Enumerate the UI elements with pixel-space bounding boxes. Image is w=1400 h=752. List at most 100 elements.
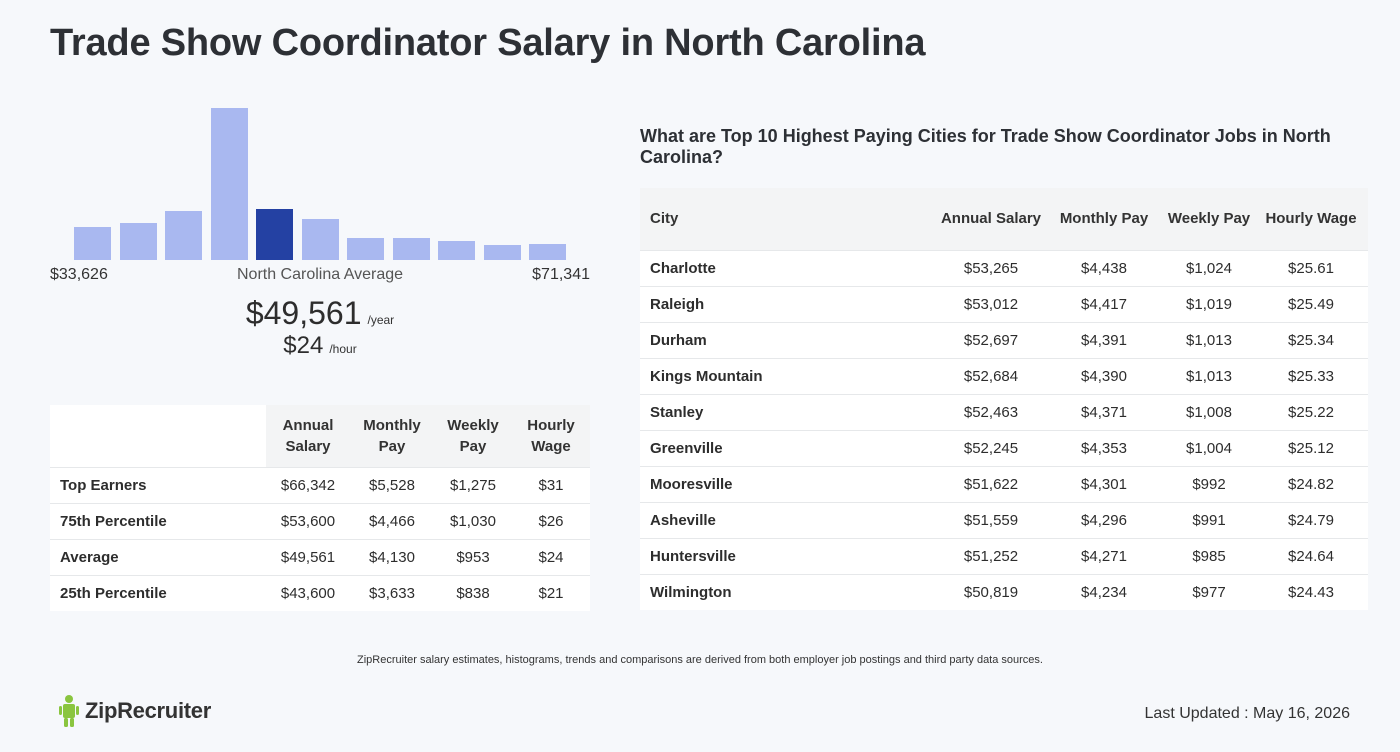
- table-cell: $4,271: [1044, 537, 1164, 574]
- table-cell: $21: [512, 574, 590, 611]
- table-cell: $1,275: [434, 466, 512, 503]
- table-cell: $4,301: [1044, 465, 1164, 502]
- histogram-center-label: North Carolina Average: [236, 266, 404, 283]
- table-cell: $4,438: [1044, 249, 1164, 286]
- table-cell: $24.43: [1254, 573, 1368, 610]
- average-annual: $49,561/year: [50, 295, 590, 332]
- table-cell: $985: [1164, 537, 1254, 574]
- table-row: Kings Mountain $52,684 $4,390 $1,013 $25.33: [640, 357, 1368, 394]
- table-row: Stanley $52,463 $4,371 $1,008 $25.22: [640, 393, 1368, 430]
- city-name: Greenville: [640, 429, 938, 466]
- table-cell: $838: [434, 574, 512, 611]
- table-cell: $24.82: [1254, 465, 1368, 502]
- ziprecruiter-logo[interactable]: ZipRecruiter: [58, 694, 211, 728]
- header-weekly-pay: Weekly Pay: [434, 405, 512, 467]
- header-annual-salary: Annual Salary: [938, 188, 1044, 250]
- table-cell: $52,463: [938, 393, 1044, 430]
- table-cell: $43,600: [266, 574, 350, 611]
- table-cell: $52,697: [938, 321, 1044, 358]
- average-hourly-value: $24: [283, 332, 324, 359]
- city-name: Charlotte: [640, 249, 938, 286]
- table-cell: $992: [1164, 465, 1254, 502]
- table-cell: $53,265: [938, 249, 1044, 286]
- table-cell: $4,130: [350, 538, 434, 575]
- histogram-bar: [529, 244, 566, 260]
- table-cell: $1,004: [1164, 429, 1254, 466]
- table-cell: $991: [1164, 501, 1254, 538]
- city-name: Wilmington: [640, 573, 938, 610]
- table-row: 75th Percentile $53,600 $4,466 $1,030 $26: [50, 502, 590, 539]
- histogram-bar: [165, 211, 202, 260]
- city-name: Asheville: [640, 501, 938, 538]
- table-row: Charlotte $53,265 $4,438 $1,024 $25.61: [640, 249, 1368, 286]
- table-row: Greenville $52,245 $4,353 $1,004 $25.12: [640, 429, 1368, 466]
- table-cell: $26: [512, 502, 590, 539]
- row-label: 25th Percentile: [50, 574, 266, 611]
- cities-title: What are Top 10 Highest Paying Cities fo…: [640, 126, 1331, 167]
- table-cell: $25.61: [1254, 249, 1368, 286]
- header-monthly-pay: Monthly Pay: [350, 405, 434, 467]
- table-cell: $4,296: [1044, 501, 1164, 538]
- average-hourly-unit: /hour: [329, 342, 357, 356]
- average-hourly: $24/hour: [50, 332, 590, 360]
- ziprecruiter-logo-icon: [59, 695, 79, 727]
- cities-table: City Annual Salary Monthly Pay Weekly Pa…: [640, 188, 1368, 610]
- table-row: Top Earners $66,342 $5,528 $1,275 $31: [50, 466, 590, 503]
- cities-table-header: City Annual Salary Monthly Pay Weekly Pa…: [640, 188, 1368, 250]
- histogram-bar: [483, 245, 521, 260]
- row-label: Top Earners: [50, 466, 266, 503]
- table-cell: $53,600: [266, 502, 350, 539]
- table-cell: $1,024: [1164, 249, 1254, 286]
- logo-text: ZipRecruiter: [85, 698, 211, 723]
- table-cell: $52,245: [938, 429, 1044, 466]
- percentile-table-header: Annual Salary Monthly Pay Weekly Pay Hou…: [50, 405, 590, 467]
- table-cell: $3,633: [350, 574, 434, 611]
- table-row: Asheville $51,559 $4,296 $991 $24.79: [640, 501, 1368, 538]
- table-cell: $4,371: [1044, 393, 1164, 430]
- city-name: Raleigh: [640, 285, 938, 322]
- table-row: Wilmington $50,819 $4,234 $977 $24.43: [640, 573, 1368, 610]
- histogram-min-label: $33,626: [50, 266, 108, 283]
- city-name: Huntersville: [640, 537, 938, 574]
- table-cell: $24.79: [1254, 501, 1368, 538]
- header-monthly-pay: Monthly Pay: [1044, 188, 1164, 250]
- average-annual-value: $49,561: [245, 295, 362, 331]
- histogram-max-label: $71,341: [532, 266, 590, 283]
- histogram-bar: [438, 241, 475, 260]
- data-source-note: ZipRecruiter salary estimates, histogram…: [357, 654, 1043, 666]
- table-cell: $52,684: [938, 357, 1044, 394]
- header-annual-salary: Annual Salary: [266, 405, 350, 467]
- average-annual-unit: /year: [367, 313, 395, 327]
- table-row: 25th Percentile $43,600 $3,633 $838 $21: [50, 574, 590, 611]
- table-cell: $66,342: [266, 466, 350, 503]
- last-updated: Last Updated : May 16, 2026: [1144, 705, 1350, 722]
- table-cell: $51,252: [938, 537, 1044, 574]
- table-cell: $50,819: [938, 573, 1044, 610]
- table-cell: $953: [434, 538, 512, 575]
- histogram-bar: [301, 219, 339, 260]
- city-name: Durham: [640, 321, 938, 358]
- table-cell: $25.49: [1254, 285, 1368, 322]
- table-row: Average $49,561 $4,130 $953 $24: [50, 538, 590, 575]
- table-cell: $51,559: [938, 501, 1044, 538]
- table-cell: $1,013: [1164, 321, 1254, 358]
- table-cell: $1,030: [434, 502, 512, 539]
- page-title: Trade Show Coordinator Salary in North C…: [50, 22, 926, 64]
- histogram-bar: [392, 238, 430, 260]
- salary-histogram: [50, 100, 590, 260]
- table-cell: $24: [512, 538, 590, 575]
- table-cell: $4,417: [1044, 285, 1164, 322]
- table-row: Durham $52,697 $4,391 $1,013 $25.34: [640, 321, 1368, 358]
- table-cell: $4,353: [1044, 429, 1164, 466]
- table-cell: $4,390: [1044, 357, 1164, 394]
- table-row: Huntersville $51,252 $4,271 $985 $24.64: [640, 537, 1368, 574]
- table-cell: $1,013: [1164, 357, 1254, 394]
- table-cell: $24.64: [1254, 537, 1368, 574]
- header-weekly-pay: Weekly Pay: [1164, 188, 1254, 250]
- header-city: City: [640, 188, 938, 250]
- histogram-bar: [74, 227, 111, 260]
- histogram-bar: [347, 238, 384, 260]
- table-cell: $25.12: [1254, 429, 1368, 466]
- percentile-table: Annual Salary Monthly Pay Weekly Pay Hou…: [50, 405, 590, 611]
- table-cell: $5,528: [350, 466, 434, 503]
